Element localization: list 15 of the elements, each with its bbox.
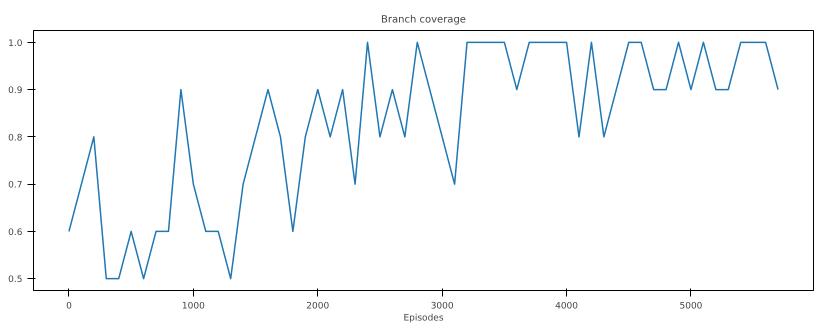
y-tick-label: 0.5 [8,275,23,286]
x-axis-title: Episodes [403,314,444,324]
chart-title: Branch coverage [381,14,466,26]
y-tick-label: 0.6 [8,228,23,238]
x-tick-label: 3000 [430,302,454,312]
y-tick-label: 0.7 [8,180,23,191]
y-tick-label: 0.8 [8,133,23,144]
x-tick-label: 5000 [680,302,703,312]
x-tick-label: 0 [66,302,72,312]
x-tick-label: 1000 [182,302,206,312]
y-tick-label: 1.0 [8,38,23,49]
x-tick-label: 4000 [555,302,578,312]
line-series [68,42,779,280]
x-tick-label: 2000 [306,302,330,312]
y-tick-label: 0.9 [8,86,23,96]
